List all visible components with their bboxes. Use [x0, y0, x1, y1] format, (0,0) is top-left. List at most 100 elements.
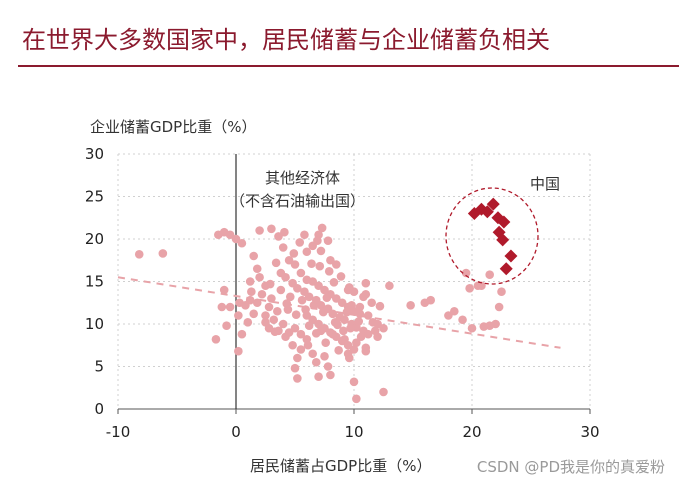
data-point: [269, 315, 279, 325]
data-point: [379, 387, 388, 397]
data-point: [328, 309, 338, 319]
data-point: [339, 326, 348, 336]
y-tick-label: 5: [94, 358, 104, 376]
data-point: [406, 301, 415, 310]
data-point: [342, 307, 352, 317]
data-point: [370, 326, 380, 336]
data-point: [321, 338, 330, 348]
data-point: [245, 277, 255, 286]
data-point: [315, 261, 325, 271]
china-points: [467, 197, 518, 276]
data-point: [296, 345, 306, 354]
data-point: [237, 238, 247, 248]
data-point: [211, 335, 221, 344]
data-point: [352, 338, 361, 348]
data-point: [465, 284, 474, 293]
data-point: [252, 298, 262, 308]
data-point: [245, 295, 255, 305]
data-point: [344, 353, 354, 363]
data-point: [302, 247, 312, 257]
china-data-point: [499, 262, 513, 276]
axis-labels: 企业储蓄GDP比重（%） 居民储蓄占GDP比重（%） 其他经济体 （不含石油输出…: [90, 118, 560, 475]
data-point: [264, 302, 274, 312]
data-point: [291, 310, 301, 319]
data-point: [290, 363, 300, 373]
data-point: [267, 294, 276, 303]
data-point: [322, 293, 332, 302]
data-point: [295, 238, 305, 247]
data-point: [257, 289, 267, 299]
data-point: [270, 327, 280, 336]
data-point: [261, 311, 270, 320]
data-point: [379, 323, 388, 333]
data-point: [219, 285, 229, 295]
data-point: [307, 259, 316, 268]
data-point: [352, 394, 361, 404]
y-tick-label: 0: [94, 400, 104, 418]
china-label: 中国: [530, 175, 560, 193]
title-divider: [18, 65, 679, 67]
data-point: [316, 301, 326, 310]
y-axis-label: 企业储蓄GDP比重（%）: [90, 118, 256, 136]
data-point: [497, 287, 506, 297]
data-point: [249, 251, 258, 261]
data-point: [217, 302, 227, 312]
data-point: [324, 267, 334, 276]
china-data-point: [486, 197, 500, 211]
data-point: [225, 302, 235, 312]
data-point: [346, 323, 355, 333]
data-point: [237, 329, 247, 339]
data-point: [467, 323, 477, 333]
x-tick-label: 10: [344, 423, 363, 441]
china-highlight-circle: [445, 187, 539, 285]
data-point: [491, 319, 500, 329]
data-point: [313, 236, 322, 245]
data-point: [368, 318, 378, 327]
data-point: [311, 329, 321, 338]
data-point: [282, 299, 292, 308]
data-point: [347, 301, 356, 310]
x-tick-label: -10: [106, 423, 131, 441]
data-point: [311, 357, 321, 367]
data-point: [355, 302, 365, 312]
data-point: [255, 272, 264, 282]
data-point: [361, 278, 371, 288]
data-point: [359, 292, 368, 302]
data-point: [304, 292, 314, 302]
data-point: [450, 306, 459, 316]
data-point: [252, 264, 262, 274]
data-point: [267, 224, 276, 234]
data-point: [333, 320, 342, 330]
y-tick-label: 15: [85, 273, 104, 291]
others-label-line2: （不含石油输出国）: [230, 192, 365, 210]
chart-title: 在世界大多数国家中，居民储蓄与企业储蓄负相关: [22, 26, 550, 54]
data-point: [349, 377, 359, 387]
data-point: [356, 332, 366, 342]
china-data-point: [497, 215, 511, 229]
data-point: [309, 301, 319, 310]
data-point: [319, 307, 328, 317]
y-tick-label: 10: [85, 315, 104, 333]
data-points: [134, 223, 506, 404]
data-point: [273, 306, 282, 316]
data-point: [293, 353, 302, 363]
data-point: [276, 285, 286, 295]
data-point: [308, 349, 318, 359]
data-point: [296, 268, 306, 278]
data-point: [271, 258, 281, 268]
data-point: [290, 323, 300, 333]
data-point: [363, 311, 373, 320]
data-point: [461, 268, 471, 278]
data-point: [134, 250, 144, 259]
data-point: [323, 362, 333, 371]
data-point: [303, 340, 313, 350]
data-point: [301, 305, 310, 314]
others-label-line1: 其他经济体: [265, 169, 340, 187]
data-point: [355, 309, 365, 319]
data-point: [296, 329, 306, 339]
data-point: [485, 270, 495, 280]
china-data-point: [496, 233, 510, 247]
data-point: [281, 332, 290, 342]
data-point: [280, 227, 289, 237]
y-tick-label: 30: [85, 145, 104, 163]
